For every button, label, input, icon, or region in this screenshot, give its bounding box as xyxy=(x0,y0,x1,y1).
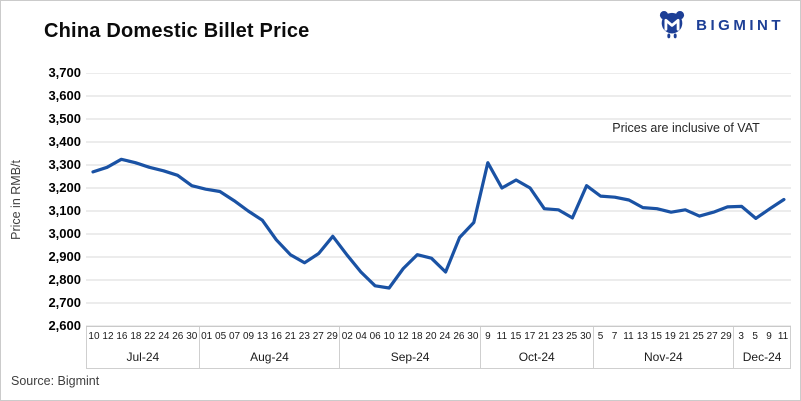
x-day-label: 10 xyxy=(383,331,395,343)
x-month-label: Sep-24 xyxy=(390,350,430,365)
x-day-label: 23 xyxy=(298,331,310,343)
y-axis-title: Price in RMB/t xyxy=(9,159,23,240)
day-labels-row: 02 04 06 10 12 18 20 24 26 30 xyxy=(340,327,480,347)
day-labels-row: 9 11 15 17 21 23 25 30 xyxy=(481,327,593,347)
x-day-label: 18 xyxy=(411,331,423,343)
x-day-label: 05 xyxy=(215,331,227,343)
x-day-label: 13 xyxy=(256,331,269,343)
x-day-label: 27 xyxy=(312,331,324,343)
brand-logo: BIGMINT xyxy=(657,9,784,41)
month-section: 9 11 15 17 21 23 25 30 Oct-24 xyxy=(479,327,593,368)
x-day-label: 11 xyxy=(623,331,634,343)
x-month-label: Aug-24 xyxy=(250,350,289,365)
x-day-label: 24 xyxy=(158,331,170,343)
x-day-label: 21 xyxy=(284,331,296,343)
x-day-label: 04 xyxy=(355,331,367,343)
x-day-label: 30 xyxy=(186,331,198,343)
line-chart-svg xyxy=(86,73,791,326)
x-day-label: 23 xyxy=(552,331,564,343)
y-tick-label: 2,900 xyxy=(48,249,81,264)
x-day-label: 26 xyxy=(172,331,184,343)
x-day-label: 7 xyxy=(611,331,618,343)
x-day-label: 01 xyxy=(201,331,213,343)
y-tick-label: 3,200 xyxy=(48,180,81,195)
x-day-label: 29 xyxy=(720,331,732,343)
month-section: 5 7 11 13 15 19 21 25 27 29 Nov-24 xyxy=(592,327,734,368)
x-day-label: 18 xyxy=(130,331,142,343)
x-day-label: 5 xyxy=(597,331,604,343)
bigmint-logo-icon xyxy=(660,11,685,39)
brand-name: BIGMINT xyxy=(696,16,784,34)
x-day-label: 25 xyxy=(692,331,704,343)
day-labels-row: 01 05 07 09 13 16 21 23 27 29 xyxy=(200,327,340,347)
x-day-label: 16 xyxy=(270,331,282,343)
x-day-label: 24 xyxy=(439,331,451,343)
x-day-label: 02 xyxy=(341,331,353,343)
x-day-label: 9 xyxy=(485,331,491,343)
x-axis: 10 12 16 18 22 24 26 30 Jul-24 01 05 07 09 13 16 21 23 27… xyxy=(86,326,791,369)
price-line xyxy=(91,157,786,290)
y-tick-label: 3,700 xyxy=(48,65,81,80)
y-tick-label: 2,800 xyxy=(48,272,81,287)
y-tick-label: 2,600 xyxy=(48,318,81,333)
y-tick-label: 3,400 xyxy=(48,134,81,149)
day-labels-row: 3 5 9 11 xyxy=(734,327,790,347)
x-day-label: 15 xyxy=(510,331,522,343)
x-day-label: 30 xyxy=(467,331,479,343)
day-labels-row: 5 7 11 13 15 19 21 25 27 29 xyxy=(594,327,734,347)
x-month-label: Oct-24 xyxy=(518,350,555,365)
y-tick-label: 3,000 xyxy=(48,226,81,241)
x-day-label: 3 xyxy=(738,331,744,343)
x-day-label: 30 xyxy=(580,331,592,343)
x-day-label: 21 xyxy=(678,331,690,343)
x-day-label: 20 xyxy=(425,331,437,343)
x-month-label: Jul-24 xyxy=(126,350,160,365)
x-day-label: 09 xyxy=(242,331,255,343)
x-day-label: 22 xyxy=(144,331,156,343)
y-tick-label: 3,500 xyxy=(48,111,81,126)
x-day-label: 26 xyxy=(453,331,465,343)
x-day-label: 19 xyxy=(664,331,676,343)
x-day-label: 11 xyxy=(777,331,789,343)
month-section: 02 04 06 10 12 18 20 24 26 30 Sep-24 xyxy=(339,327,480,368)
y-tick-label: 2,700 xyxy=(48,295,81,310)
month-section: 10 12 16 18 22 24 26 30 Jul-24 xyxy=(86,327,199,368)
x-month-label: Nov-24 xyxy=(644,350,683,365)
x-day-label: 15 xyxy=(650,331,662,343)
page-title: China Domestic Billet Price xyxy=(44,20,310,42)
month-section: 01 05 07 09 13 16 21 23 27 29 Aug-24 xyxy=(198,327,340,368)
x-day-label: 07 xyxy=(229,331,241,343)
x-day-label: 16 xyxy=(116,331,128,343)
x-day-label: 5 xyxy=(752,331,758,343)
x-day-label: 17 xyxy=(524,331,536,343)
y-tick-label: 3,100 xyxy=(48,203,81,218)
y-tick-label: 3,300 xyxy=(48,157,81,172)
x-month-label: Dec-24 xyxy=(742,350,782,365)
x-day-label: 25 xyxy=(566,331,578,343)
x-day-label: 06 xyxy=(369,331,381,343)
x-day-label: 12 xyxy=(397,331,409,343)
source-text: Source: Bigmint xyxy=(11,374,100,388)
x-day-label: 10 xyxy=(88,331,100,343)
x-day-label: 12 xyxy=(102,331,114,343)
x-day-label: 21 xyxy=(538,331,550,343)
day-labels-row: 10 12 16 18 22 24 26 30 xyxy=(87,327,199,347)
y-tick-label: 3,600 xyxy=(48,88,81,103)
x-day-label: 29 xyxy=(326,331,338,343)
x-day-label: 9 xyxy=(766,331,772,343)
month-section: 3 5 9 11 Dec-24 xyxy=(733,327,791,368)
x-day-label: 27 xyxy=(706,331,718,343)
x-day-label: 11 xyxy=(496,331,508,343)
vat-annotation: Prices are inclusive of VAT xyxy=(612,121,760,135)
x-day-label: 13 xyxy=(636,331,648,343)
